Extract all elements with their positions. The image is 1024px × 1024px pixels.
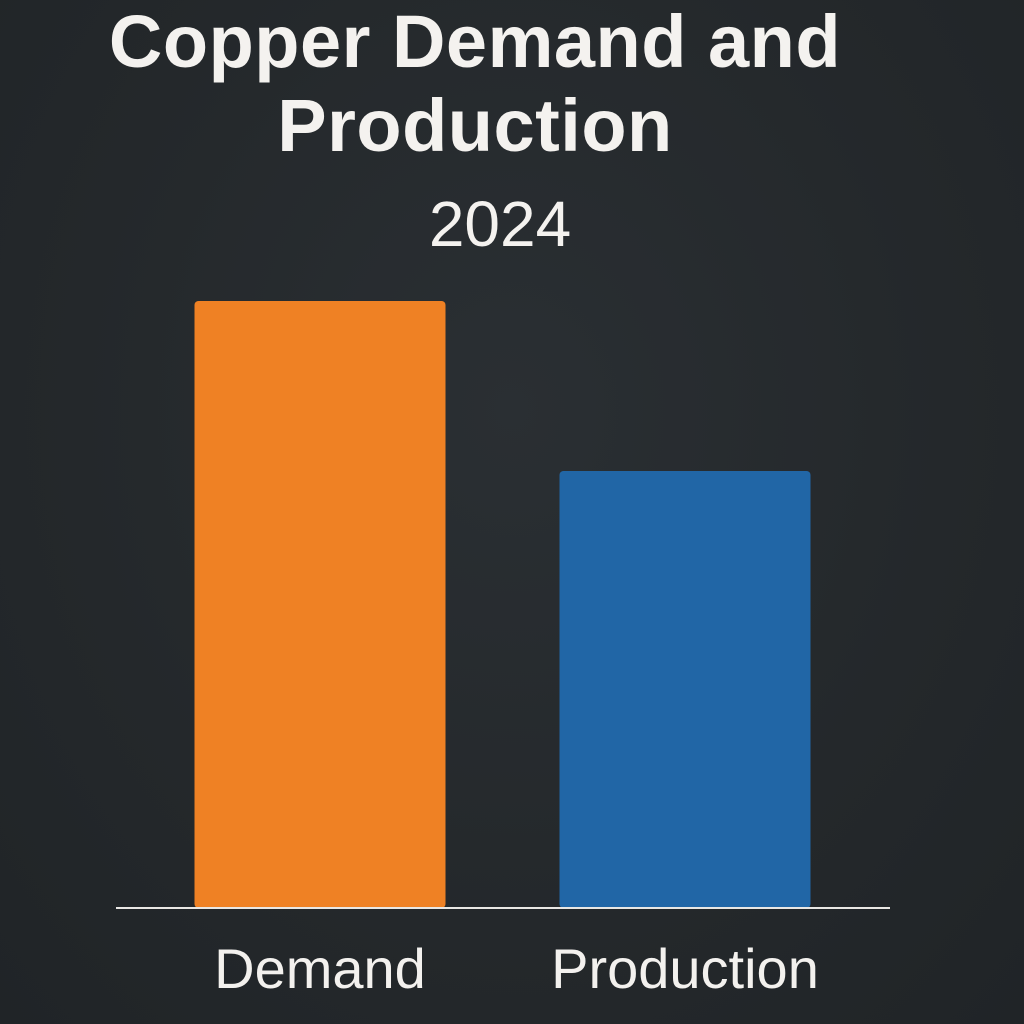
- chart-subtitle: 2024: [428, 188, 572, 260]
- x-tick-label-production: Production: [551, 937, 819, 1000]
- bar-demand: [194, 301, 446, 908]
- bar-production: [559, 470, 811, 908]
- x-tick-label-demand: Demand: [214, 937, 426, 1000]
- chart-title: Copper Demand and Production: [108, 0, 842, 167]
